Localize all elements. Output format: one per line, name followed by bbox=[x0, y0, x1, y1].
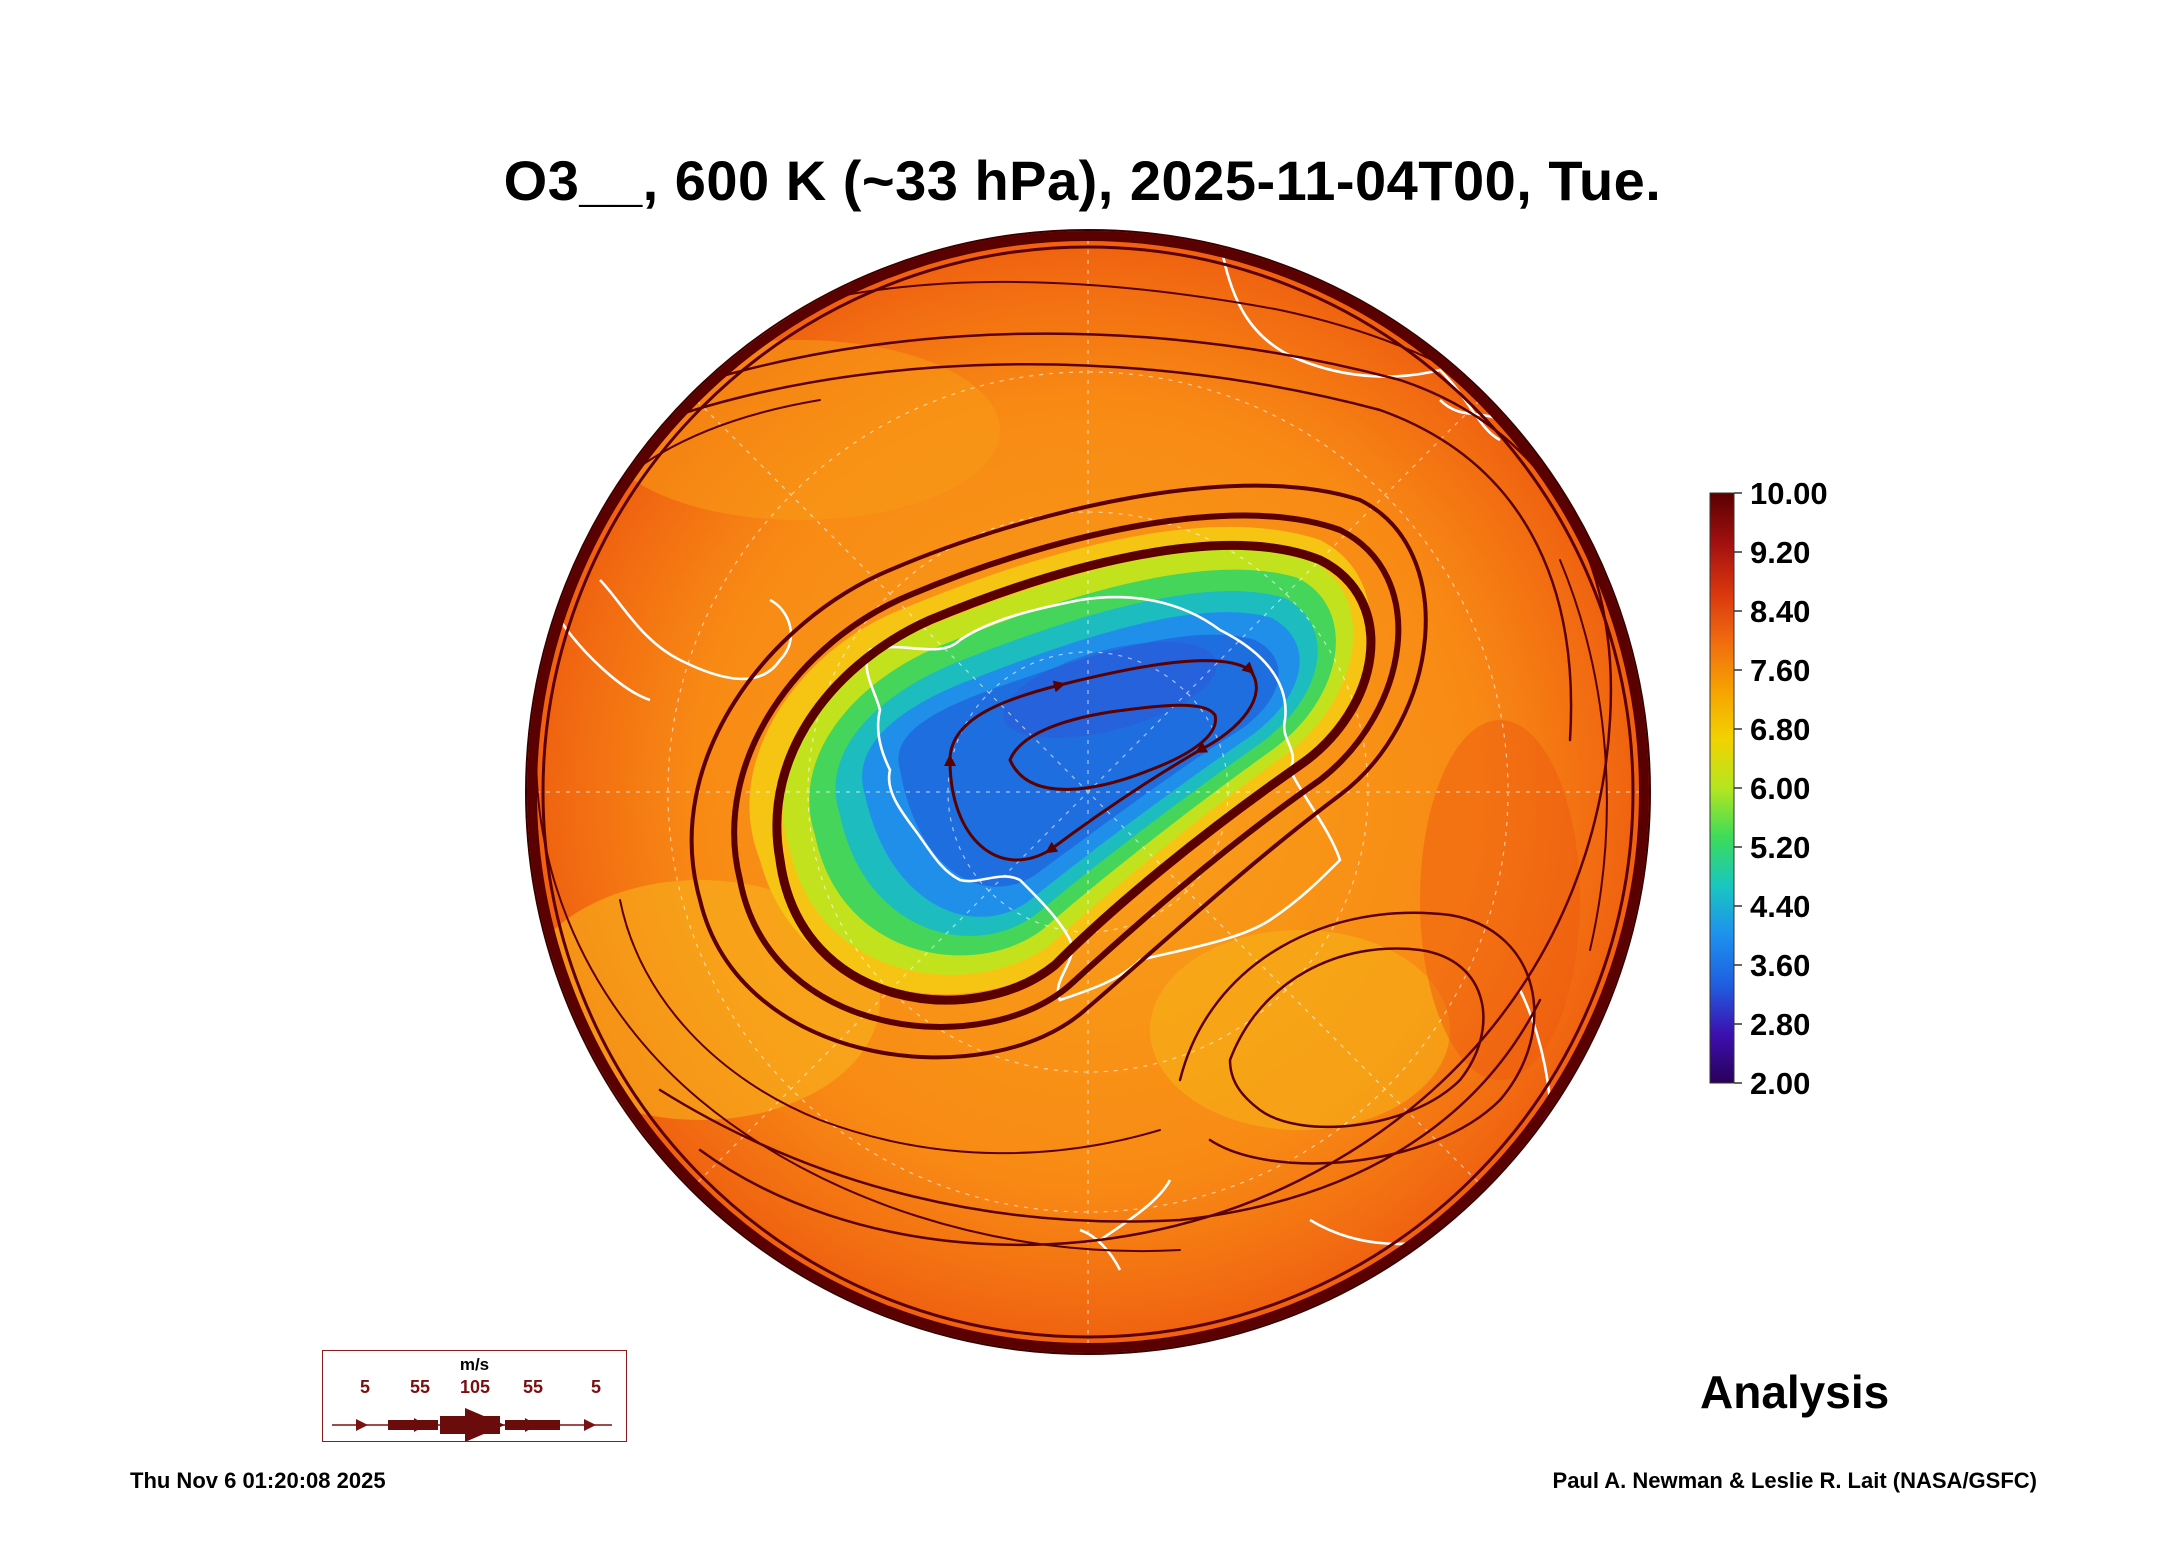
wind-speed-legend: m/s 5 55 105 55 5 bbox=[322, 1350, 627, 1442]
map-border bbox=[525, 229, 1651, 1355]
new-zealand-coastline bbox=[1079, 1179, 1172, 1271]
africa-coastline bbox=[1218, 239, 1501, 442]
analysis-label: Analysis bbox=[1700, 1366, 1890, 1418]
timestamp: Thu Nov 6 01:20:08 2025 bbox=[130, 1468, 386, 1493]
colorbar-label: 9.20 bbox=[1750, 535, 1811, 570]
colorbar-label: 5.20 bbox=[1750, 830, 1811, 865]
outer-jet-ring bbox=[527, 231, 1649, 1353]
colorbar-label: 4.40 bbox=[1750, 889, 1811, 924]
colorbar-label: 6.80 bbox=[1750, 712, 1811, 747]
wind-legend-arrow bbox=[332, 1408, 612, 1442]
colorbar-label: 2.00 bbox=[1750, 1066, 1811, 1101]
colorbar-label: 6.00 bbox=[1750, 771, 1811, 806]
colorbar-label: 8.40 bbox=[1750, 594, 1811, 629]
colorbar-label: 2.80 bbox=[1750, 1007, 1811, 1042]
wind-value-5: 5 bbox=[590, 1377, 601, 1397]
colorbar-label: 7.60 bbox=[1750, 653, 1811, 688]
map-title: O3__, 600 K (~33 hPa), 2025-11-04T00, Tu… bbox=[503, 149, 1662, 212]
credit-line: Paul A. Newman & Leslie R. Lait (NASA/GS… bbox=[1552, 1468, 2037, 1493]
wind-value-3: 105 bbox=[459, 1377, 491, 1397]
wind-unit-label: m/s bbox=[459, 1355, 490, 1374]
antarctica-coastline bbox=[865, 595, 1342, 1002]
colorbar-label: 3.60 bbox=[1750, 948, 1811, 983]
wind-value-4: 55 bbox=[522, 1377, 544, 1397]
wind-value-1: 5 bbox=[359, 1377, 370, 1397]
colorbar-label: 10.00 bbox=[1750, 476, 1828, 511]
colorbar-ticks bbox=[1734, 492, 1742, 1084]
wind-value-2: 55 bbox=[409, 1377, 431, 1397]
colorbar bbox=[1709, 492, 1735, 1084]
